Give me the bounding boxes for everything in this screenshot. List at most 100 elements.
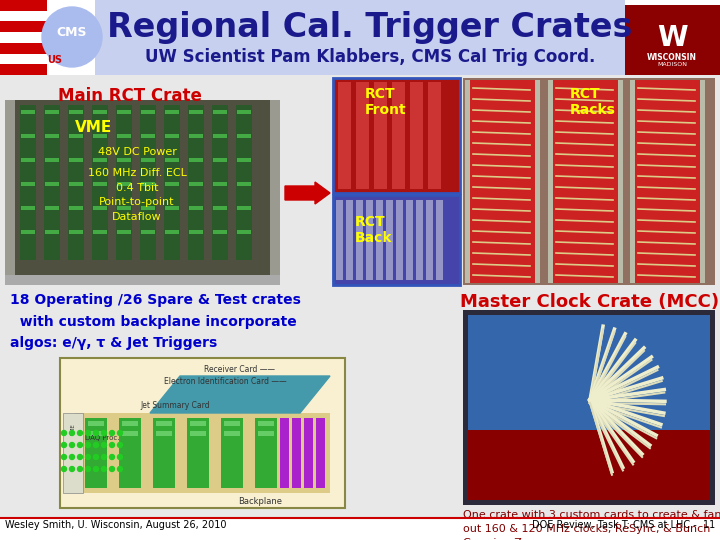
Bar xyxy=(436,200,443,280)
Bar xyxy=(75,413,330,493)
Bar xyxy=(0,0,720,75)
Bar xyxy=(45,206,59,210)
Bar xyxy=(0,0,47,11)
Circle shape xyxy=(61,455,66,460)
Bar xyxy=(156,431,172,436)
Bar xyxy=(119,418,141,488)
Bar xyxy=(141,206,155,210)
Bar xyxy=(93,182,107,186)
Bar xyxy=(5,100,15,285)
Bar xyxy=(336,200,343,280)
Text: RCT
Back: RCT Back xyxy=(355,215,392,245)
Bar xyxy=(93,134,107,138)
Text: 48V DC Power: 48V DC Power xyxy=(98,147,176,157)
Bar xyxy=(700,80,705,283)
Bar xyxy=(189,182,203,186)
Bar xyxy=(164,105,180,260)
Bar xyxy=(213,110,227,114)
Bar xyxy=(189,134,203,138)
Bar xyxy=(190,431,206,436)
Bar xyxy=(141,134,155,138)
Text: DAQ Proc.: DAQ Proc. xyxy=(85,435,120,441)
Circle shape xyxy=(117,455,122,460)
Bar xyxy=(21,230,35,234)
Bar xyxy=(213,206,227,210)
Bar xyxy=(188,105,204,260)
Bar xyxy=(0,518,720,540)
Bar xyxy=(0,11,47,22)
Bar xyxy=(237,158,251,162)
Text: UW Scientist Pam Klabbers, CMS Cal Trig Coord.: UW Scientist Pam Klabbers, CMS Cal Trig … xyxy=(145,48,595,66)
Bar xyxy=(190,421,206,426)
Bar xyxy=(212,105,228,260)
Bar xyxy=(346,200,353,280)
Bar xyxy=(426,200,433,280)
Circle shape xyxy=(94,467,99,471)
Bar xyxy=(270,100,280,285)
Bar xyxy=(392,82,405,189)
Bar xyxy=(189,206,203,210)
Bar xyxy=(93,110,107,114)
Circle shape xyxy=(78,430,83,435)
Bar xyxy=(165,134,179,138)
Bar xyxy=(140,105,156,260)
Bar xyxy=(141,158,155,162)
Text: Regional Cal. Trigger Crates: Regional Cal. Trigger Crates xyxy=(107,10,633,44)
Circle shape xyxy=(86,467,91,471)
Text: Main RCT Crate: Main RCT Crate xyxy=(58,87,202,105)
Circle shape xyxy=(61,430,66,435)
Bar xyxy=(165,158,179,162)
Circle shape xyxy=(102,430,107,435)
Bar xyxy=(625,0,720,5)
Circle shape xyxy=(102,467,107,471)
Circle shape xyxy=(117,467,122,471)
Bar xyxy=(156,421,172,426)
Text: US: US xyxy=(48,55,63,65)
Bar xyxy=(224,431,240,436)
Circle shape xyxy=(42,7,102,67)
Bar xyxy=(85,418,107,488)
Circle shape xyxy=(70,430,74,435)
Bar xyxy=(93,158,107,162)
Text: RCT
Front: RCT Front xyxy=(365,87,407,117)
Bar xyxy=(165,110,179,114)
Bar xyxy=(68,105,84,260)
Bar xyxy=(630,80,635,283)
Circle shape xyxy=(78,442,83,448)
Bar xyxy=(117,110,131,114)
Circle shape xyxy=(109,430,114,435)
Bar xyxy=(189,110,203,114)
Bar xyxy=(45,134,59,138)
Circle shape xyxy=(94,430,99,435)
Text: WISCONSIN: WISCONSIN xyxy=(647,53,697,63)
Text: CMS: CMS xyxy=(57,26,87,39)
Bar xyxy=(60,358,345,508)
Bar xyxy=(69,182,83,186)
Bar xyxy=(21,158,35,162)
Circle shape xyxy=(94,442,99,448)
Bar xyxy=(44,105,60,260)
Bar xyxy=(213,134,227,138)
Circle shape xyxy=(86,442,91,448)
Bar xyxy=(258,421,274,426)
Text: Jet Summary Card: Jet Summary Card xyxy=(140,402,210,410)
Bar xyxy=(465,80,470,283)
Bar xyxy=(255,418,277,488)
Bar xyxy=(0,75,720,518)
Bar xyxy=(153,418,175,488)
Text: Backplane: Backplane xyxy=(238,496,282,505)
Bar xyxy=(117,230,131,234)
Bar xyxy=(280,418,289,488)
Circle shape xyxy=(61,442,66,448)
Text: Wesley Smith, U. Wisconsin, August 26, 2010: Wesley Smith, U. Wisconsin, August 26, 2… xyxy=(5,520,227,530)
Polygon shape xyxy=(150,376,330,413)
Text: Receiver Card ——: Receiver Card —— xyxy=(204,366,276,375)
Bar xyxy=(88,421,104,426)
Circle shape xyxy=(70,455,74,460)
Bar xyxy=(463,78,715,285)
Bar xyxy=(117,206,131,210)
Bar xyxy=(0,32,47,43)
Bar xyxy=(45,110,59,114)
Bar xyxy=(292,418,301,488)
Bar xyxy=(69,134,83,138)
